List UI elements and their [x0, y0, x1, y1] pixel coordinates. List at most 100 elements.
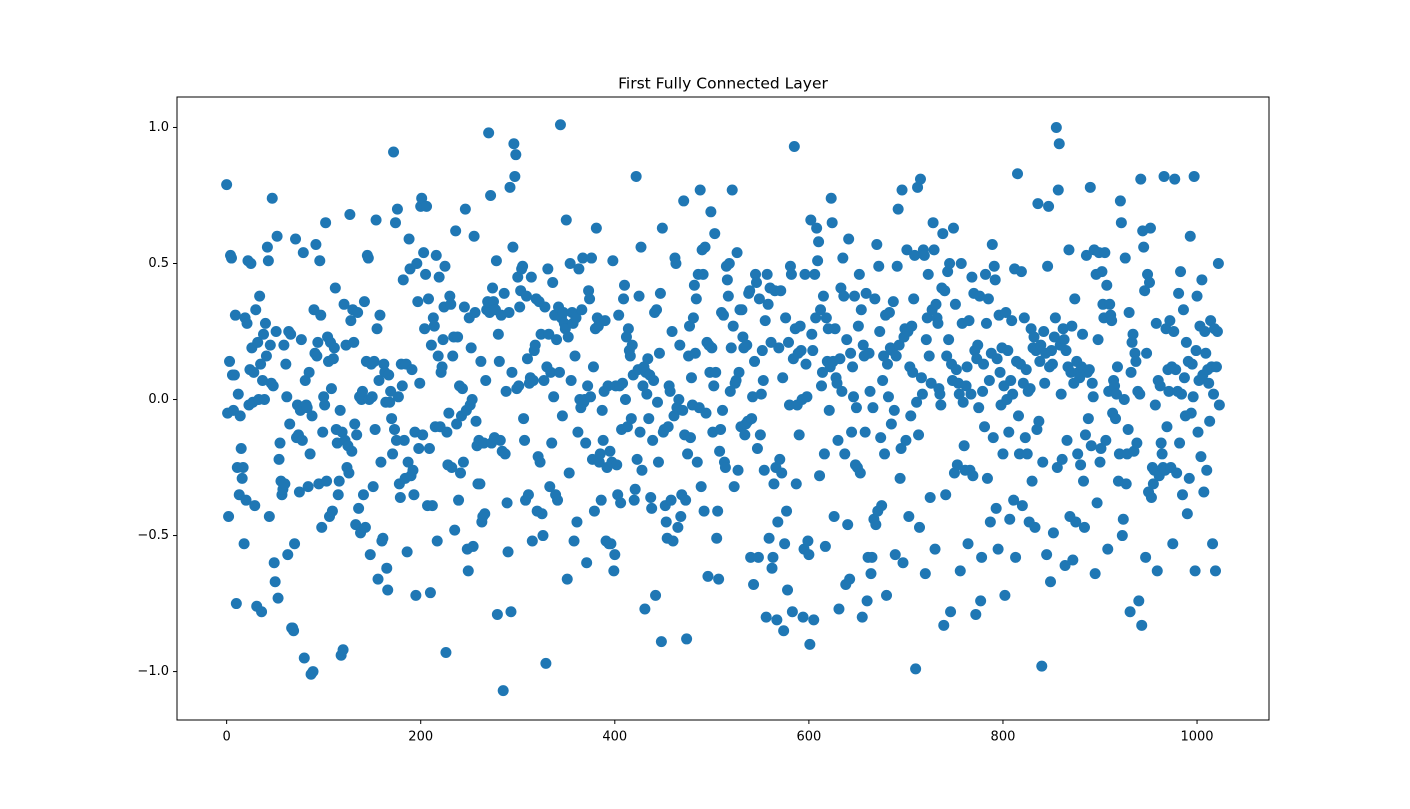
point [232, 388, 244, 400]
point [468, 230, 480, 242]
point [629, 483, 641, 495]
point [782, 584, 794, 596]
point [1171, 467, 1183, 479]
point [989, 274, 1001, 286]
point [618, 293, 630, 305]
point [1041, 549, 1053, 561]
point [258, 394, 270, 406]
point [235, 442, 247, 454]
point [984, 516, 996, 528]
point [457, 456, 469, 468]
point [1018, 312, 1030, 324]
point [586, 252, 598, 264]
point [561, 573, 573, 585]
point [314, 255, 326, 267]
point [881, 358, 893, 370]
point [793, 429, 805, 441]
point [410, 589, 422, 601]
point [1200, 347, 1212, 359]
point [763, 532, 775, 544]
point [813, 236, 825, 248]
point [1051, 462, 1063, 474]
point [455, 467, 467, 479]
point [562, 331, 574, 343]
point [1147, 478, 1159, 490]
point [901, 244, 913, 256]
point [267, 380, 279, 392]
point [510, 149, 522, 161]
point [860, 287, 872, 299]
point [745, 551, 757, 563]
point [290, 233, 302, 245]
point [619, 279, 631, 291]
point [635, 241, 647, 253]
point [328, 342, 340, 354]
point [687, 312, 699, 324]
point [930, 298, 942, 310]
point [514, 301, 526, 313]
point [1191, 290, 1203, 302]
point [1120, 478, 1132, 490]
point [369, 423, 381, 435]
point [1056, 453, 1068, 465]
point [1122, 423, 1134, 435]
point [274, 437, 286, 449]
point [1135, 173, 1147, 185]
point [447, 350, 459, 362]
point [837, 252, 849, 264]
point [416, 192, 428, 204]
point [594, 448, 606, 460]
point [1130, 355, 1142, 367]
point [317, 426, 329, 438]
point [905, 410, 917, 422]
point [1186, 358, 1198, 370]
point [714, 445, 726, 457]
point [1094, 456, 1106, 468]
point [806, 328, 818, 340]
point [688, 279, 700, 291]
point [1213, 399, 1225, 411]
point [839, 448, 851, 460]
point [922, 268, 934, 280]
point [977, 385, 989, 397]
point [289, 538, 301, 550]
point [408, 489, 420, 501]
point [938, 619, 950, 631]
point [1204, 415, 1216, 427]
x-tick-label: 200 [408, 730, 433, 745]
point [712, 505, 724, 517]
point [965, 388, 977, 400]
point [1092, 334, 1104, 346]
point [1136, 619, 1148, 631]
point [254, 290, 266, 302]
point [573, 263, 585, 275]
point [891, 260, 903, 272]
point [1070, 516, 1082, 528]
point [773, 342, 785, 354]
point [1125, 366, 1137, 378]
point [747, 391, 759, 403]
point [945, 606, 957, 618]
point [1066, 320, 1078, 332]
point [299, 374, 311, 386]
point [420, 268, 432, 280]
point [306, 410, 318, 422]
point [1045, 345, 1057, 357]
point [1156, 448, 1168, 460]
point [780, 312, 792, 324]
point [569, 350, 581, 362]
point [1015, 266, 1027, 278]
point [619, 394, 631, 406]
point [1110, 413, 1122, 425]
point [752, 551, 764, 563]
point [819, 540, 831, 552]
point [725, 342, 737, 354]
point [733, 366, 745, 378]
y-tick-label: −0.5 [137, 528, 169, 543]
point [808, 614, 820, 626]
point [485, 189, 497, 201]
point [470, 415, 482, 427]
point [382, 584, 394, 596]
point [1087, 391, 1099, 403]
point [652, 456, 664, 468]
